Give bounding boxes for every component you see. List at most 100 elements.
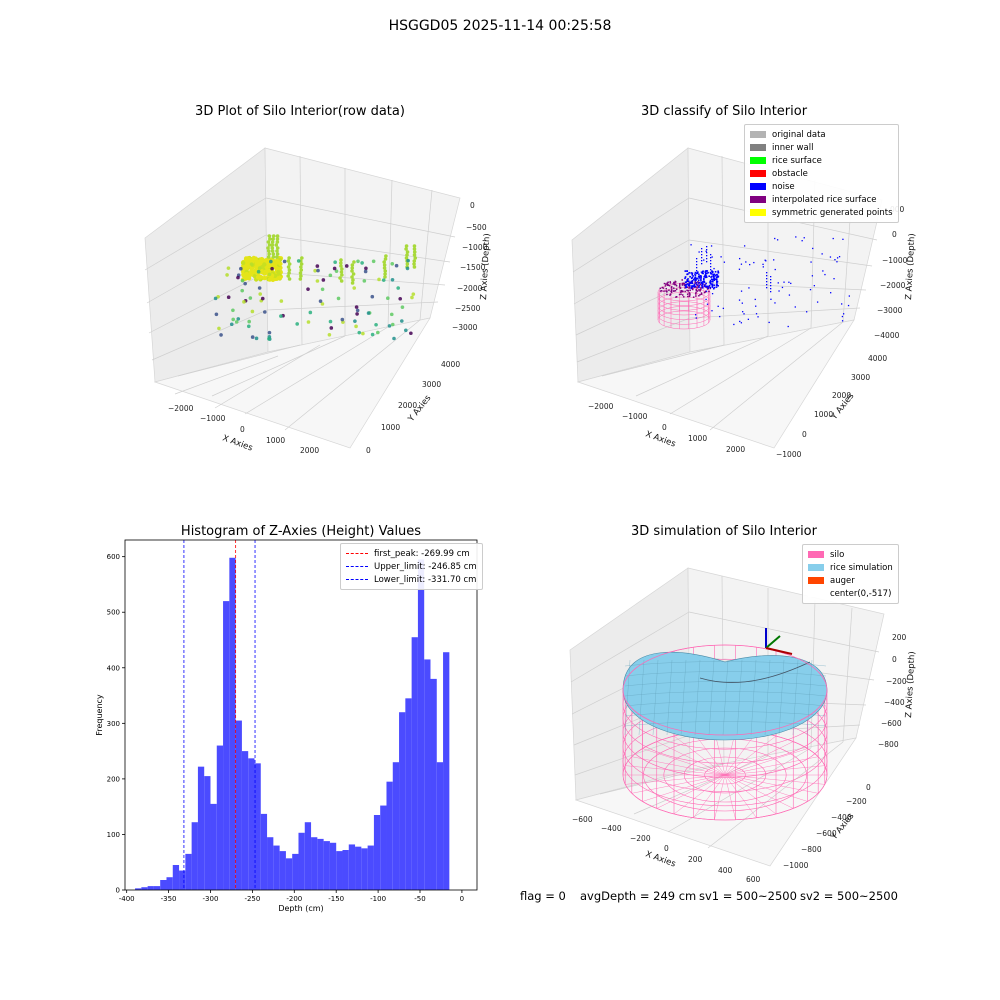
noise-point bbox=[770, 298, 772, 300]
surface-point bbox=[689, 294, 691, 296]
scatter-point bbox=[400, 319, 404, 323]
histogram-x-tick-label: -250 bbox=[244, 895, 260, 903]
panel1-xtick: 0 bbox=[240, 425, 245, 434]
histogram-y-tick-label: 100 bbox=[107, 831, 120, 839]
surface-point bbox=[681, 294, 684, 296]
silo-floor-spoke bbox=[724, 732, 757, 776]
histogram-bar bbox=[191, 822, 198, 890]
surface-point bbox=[700, 293, 703, 295]
scatter-point bbox=[242, 300, 246, 304]
surface-point bbox=[681, 290, 683, 292]
histogram-y-ticks: 0 100 200 300 400 500 600 bbox=[107, 553, 125, 895]
histogram-y-tick-label: 500 bbox=[107, 609, 120, 617]
noise-point bbox=[833, 278, 835, 280]
surface-point bbox=[700, 286, 702, 289]
scatter-point bbox=[277, 275, 282, 280]
noise-point bbox=[704, 270, 707, 273]
surface-point bbox=[667, 281, 669, 284]
surface-point bbox=[669, 294, 671, 296]
scatter-point bbox=[364, 266, 368, 271]
surface-point bbox=[661, 286, 664, 289]
noise-point bbox=[766, 284, 768, 286]
noise-point bbox=[704, 274, 707, 277]
scatter-point bbox=[250, 309, 255, 314]
histogram-bar bbox=[292, 853, 299, 890]
surface-point bbox=[687, 295, 689, 298]
surface-point bbox=[665, 283, 667, 285]
panel4-ztick: −800 bbox=[878, 740, 899, 749]
noise-point bbox=[689, 281, 691, 284]
silo-floor-spoke bbox=[724, 774, 777, 815]
noise-point bbox=[743, 313, 745, 315]
surface-point bbox=[708, 290, 710, 293]
noise-point bbox=[692, 275, 694, 277]
legend-entry: Lower_limit: -331.70 cm bbox=[346, 573, 477, 586]
panel4-ztick: −400 bbox=[884, 698, 905, 707]
noise-point bbox=[701, 263, 703, 265]
noise-point bbox=[709, 282, 712, 285]
surface-point bbox=[672, 283, 675, 285]
panel4-ztick: −200 bbox=[886, 677, 907, 686]
scatter-point bbox=[287, 256, 291, 260]
rice-mesh-line bbox=[736, 659, 743, 736]
surface-point bbox=[697, 281, 699, 283]
noise-point bbox=[696, 277, 698, 280]
panel4-xtick: −400 bbox=[601, 824, 622, 833]
silo-floor-spoke bbox=[724, 765, 825, 776]
noise-point bbox=[701, 260, 703, 262]
noise-point bbox=[699, 274, 702, 277]
noise-point bbox=[824, 273, 826, 276]
scatter-point bbox=[396, 286, 400, 290]
noise-point bbox=[738, 299, 741, 301]
scatter-point bbox=[321, 278, 326, 282]
scatter-point bbox=[340, 317, 345, 322]
histogram-x-tick-label: -350 bbox=[161, 895, 177, 903]
scatter-point bbox=[412, 262, 416, 266]
scatter-point bbox=[410, 295, 414, 300]
legend-swatch bbox=[750, 131, 766, 138]
surface-point bbox=[667, 283, 669, 286]
noise-point bbox=[684, 276, 687, 278]
surface-point bbox=[688, 292, 691, 294]
noise-point bbox=[698, 283, 700, 285]
noise-point bbox=[795, 236, 797, 238]
noise-point bbox=[705, 285, 708, 288]
panel2-xtick: 1000 bbox=[688, 434, 707, 443]
scatter-point bbox=[279, 314, 283, 318]
scatter-point bbox=[315, 264, 320, 268]
surface-point bbox=[689, 289, 691, 292]
noise-point bbox=[701, 285, 703, 288]
noise-point bbox=[690, 277, 693, 280]
noise-point bbox=[684, 281, 687, 284]
panel1-ztick: −3000 bbox=[452, 323, 478, 332]
surface-point bbox=[666, 282, 668, 284]
surface-point bbox=[686, 293, 689, 295]
scatter-point bbox=[353, 319, 357, 323]
noise-point bbox=[696, 264, 698, 266]
scatter-point bbox=[267, 243, 272, 247]
legend-swatch bbox=[808, 551, 824, 558]
scatter-point bbox=[279, 299, 284, 303]
noise-point bbox=[713, 279, 716, 282]
noise-point bbox=[700, 282, 703, 284]
surface-point bbox=[692, 296, 695, 298]
scatter-point bbox=[355, 308, 360, 313]
noise-point bbox=[766, 287, 768, 289]
noise-point bbox=[755, 313, 758, 315]
noise-point bbox=[770, 276, 772, 278]
silo-wireframe bbox=[622, 644, 828, 821]
scatter-point bbox=[275, 234, 280, 238]
rice-mesh-line bbox=[680, 659, 687, 736]
scatter-point bbox=[404, 247, 408, 251]
noise-point bbox=[832, 237, 834, 240]
legend-entry: center(0,-517) bbox=[808, 587, 893, 600]
scatter-point bbox=[405, 262, 410, 266]
panel2-xtick: 0 bbox=[662, 423, 667, 432]
scatter-point bbox=[355, 312, 359, 316]
scatter-point bbox=[267, 252, 271, 256]
scatter-point bbox=[351, 272, 356, 276]
scatter-point bbox=[340, 273, 344, 277]
noise-point bbox=[841, 315, 844, 318]
noise-point bbox=[696, 261, 698, 263]
scatter-point bbox=[387, 324, 392, 328]
